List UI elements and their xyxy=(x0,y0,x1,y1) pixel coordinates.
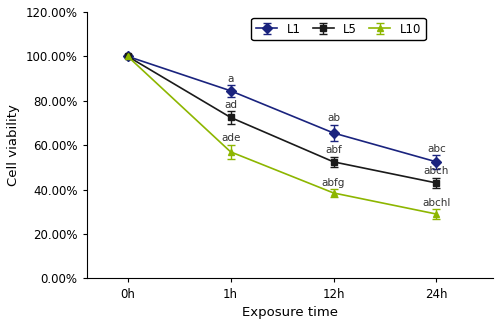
Text: ab: ab xyxy=(327,113,340,124)
Text: abf: abf xyxy=(325,144,342,155)
Text: abch: abch xyxy=(424,166,449,176)
Legend: L1, L5, L10: L1, L5, L10 xyxy=(252,18,426,40)
Text: a: a xyxy=(228,74,234,84)
Text: ad: ad xyxy=(224,100,237,110)
Text: abchI: abchI xyxy=(422,198,450,208)
Text: abc: abc xyxy=(427,144,446,154)
Text: abfg: abfg xyxy=(322,178,345,188)
Y-axis label: Cell viability: Cell viability xyxy=(7,104,20,186)
X-axis label: Exposure time: Exposure time xyxy=(242,306,338,319)
Text: ade: ade xyxy=(221,133,240,143)
